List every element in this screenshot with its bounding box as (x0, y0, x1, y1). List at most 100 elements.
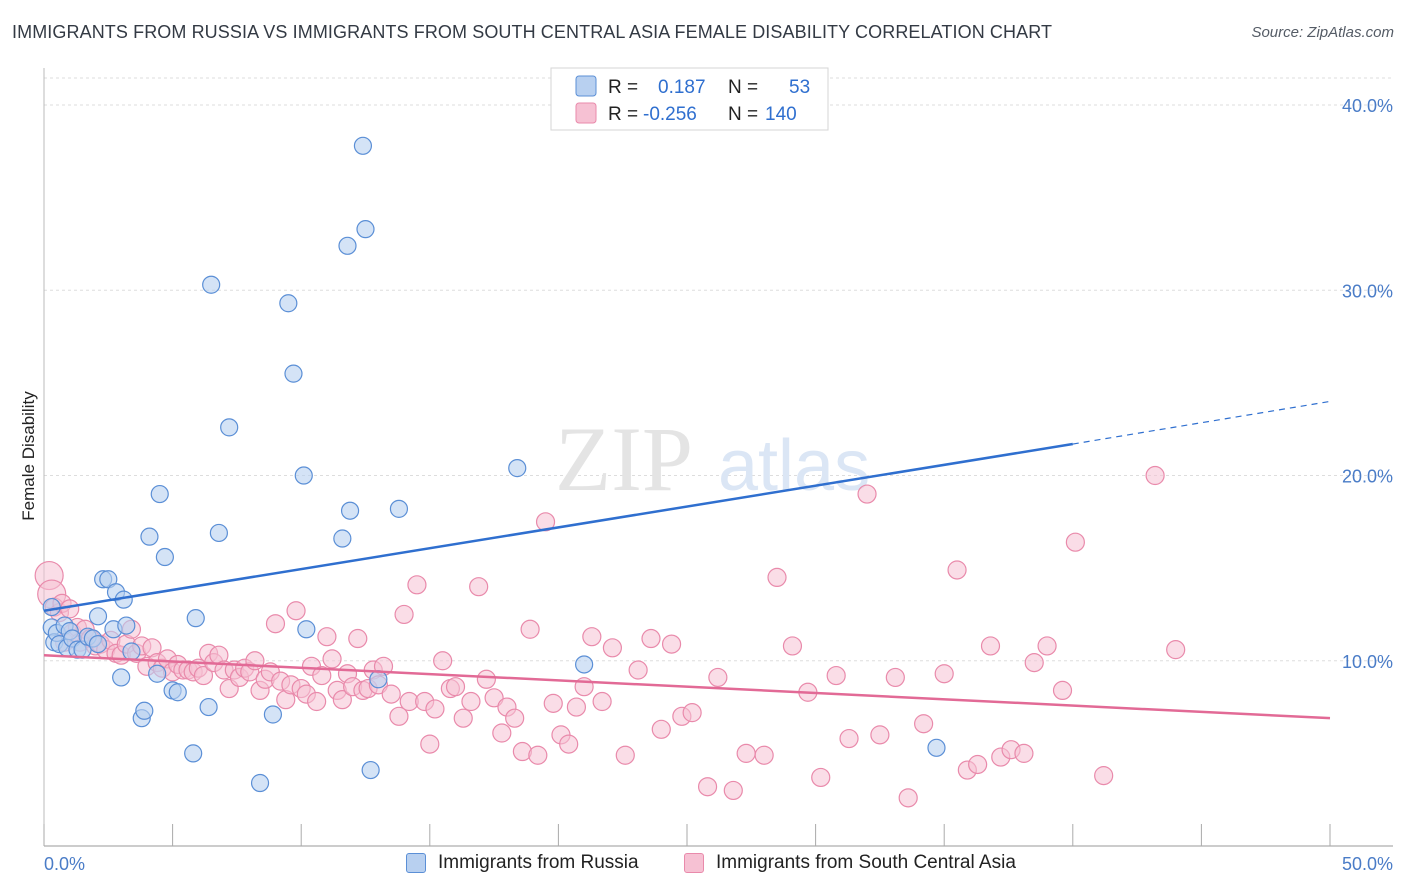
asia-point (582, 627, 602, 647)
russia-point (297, 620, 316, 639)
russia-point (122, 642, 141, 661)
russia-point (155, 547, 174, 567)
legend-asia-n-value: 140 (765, 104, 797, 125)
y-tick-label-30: 30.0% (1342, 281, 1393, 301)
watermark: ZIP atlas (555, 408, 870, 510)
asia-point (312, 665, 332, 686)
asia-point (1166, 640, 1186, 660)
asia-point (453, 708, 473, 728)
legend-russia-n-value: 53 (789, 77, 810, 98)
russia-point (575, 655, 594, 674)
russia-point (361, 760, 380, 780)
asia-point (559, 734, 579, 754)
asia-point (592, 691, 612, 712)
russia-trend-line (43, 442, 1073, 612)
asia-point (461, 691, 481, 712)
asia-point (782, 636, 803, 656)
russia-point (202, 275, 221, 294)
y-tick-label-40: 40.0% (1342, 96, 1393, 116)
asia-point (723, 780, 743, 801)
asia-point (615, 745, 635, 765)
asia-point (535, 512, 556, 532)
asia-point (736, 743, 756, 763)
russia-point (263, 705, 283, 724)
russia-point (279, 294, 298, 313)
x-ticks (43, 824, 1331, 846)
legend-russia-n-label: N = (728, 77, 758, 98)
russia-point (42, 597, 61, 617)
russia-point (508, 459, 527, 478)
source-label: Source: ZipAtlas.com (1251, 24, 1394, 41)
russia-point (340, 501, 360, 520)
y-tick-labels: 10.0% 20.0% 30.0% 40.0% (1342, 96, 1393, 672)
asia-point (697, 777, 718, 797)
russia-point (338, 236, 357, 255)
russia-point (117, 616, 136, 635)
asia-point (332, 690, 352, 710)
asia-point (445, 677, 466, 697)
asia-point (307, 691, 327, 712)
legend-swatch-asia (575, 102, 597, 124)
russia-point (112, 668, 131, 687)
y-tick-label-10: 10.0% (1342, 652, 1393, 672)
y-tick-label-20: 20.0% (1342, 467, 1393, 487)
asia-point (484, 688, 504, 708)
asia-point (914, 714, 934, 734)
watermark-atlas: atlas (718, 426, 870, 506)
russia-point (88, 634, 108, 654)
legend-asia-n-label: N = (728, 104, 758, 125)
axes (43, 68, 1393, 847)
asia-point (1145, 465, 1165, 486)
asia-point (628, 660, 648, 680)
asia-point (286, 601, 306, 621)
asia-point (193, 665, 214, 686)
asia-point (980, 636, 1001, 656)
russia-point (88, 607, 108, 626)
asia-point (407, 575, 427, 595)
russia-point (135, 701, 154, 720)
bottom-legend-russia: Immigrants from Russia (406, 852, 639, 874)
asia-point (839, 728, 859, 749)
legend-swatch-russia (575, 75, 597, 97)
asia-point (381, 684, 401, 704)
bottom-legend-russia-label: Immigrants from Russia (438, 852, 639, 873)
russia-point (389, 499, 409, 518)
russia-point (184, 744, 203, 763)
legend-asia-r-value: -0.256 (643, 104, 697, 125)
legend-russia-r-label: R = (608, 77, 638, 98)
russia-point (150, 484, 169, 504)
asia-point (1037, 636, 1057, 656)
chart-title: IMMIGRANTS FROM RUSSIA VS IMMIGRANTS FRO… (12, 22, 1053, 42)
russia-point (209, 523, 228, 543)
asia-point (602, 638, 623, 658)
russia-point (250, 773, 270, 793)
asia-point (469, 577, 489, 597)
asia-point (1024, 653, 1044, 673)
russia-point (140, 527, 159, 546)
asia-point (1094, 766, 1114, 786)
asia-point (528, 745, 548, 765)
russia-points (42, 136, 946, 793)
asia-point (322, 649, 342, 669)
y-axis-title: Female Disability (19, 391, 38, 521)
russia-point (199, 697, 218, 717)
asia-point (968, 754, 988, 775)
bottom-legend-asia-label: Immigrants from South Central Asia (716, 852, 1016, 873)
asia-point (389, 706, 409, 726)
asia-point (885, 667, 905, 688)
asia-point (767, 567, 787, 588)
asia-point (947, 560, 967, 580)
bottom-legend-asia: Immigrants from South Central Asia (684, 852, 1016, 874)
asia-point (857, 484, 877, 504)
asia-point (708, 667, 728, 688)
asia-point (60, 599, 80, 619)
legend-russia-r-value: 0.187 (658, 77, 706, 98)
asia-trend-line (43, 653, 1331, 720)
russia-point (294, 466, 313, 485)
asia-point (520, 619, 540, 639)
x-tick-label-max: 50.0% (1342, 854, 1393, 874)
russia-point (369, 670, 388, 689)
legend-box (550, 67, 829, 131)
x-tick-labels: 0.0% 50.0% (44, 854, 1393, 874)
